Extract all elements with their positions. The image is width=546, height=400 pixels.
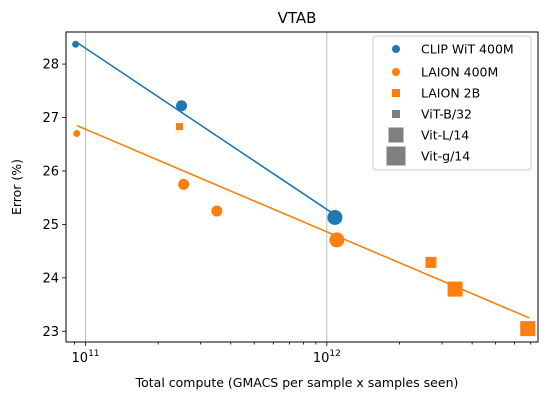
legend: CLIP WiT 400M LAION 400M LAION 2B ViT-B/32 V… <box>372 35 532 171</box>
point-2-1 <box>425 256 437 268</box>
legend-frame <box>372 35 532 171</box>
legend-marker-3 <box>392 110 400 118</box>
legend-marker-5 <box>386 146 406 166</box>
point-2-3 <box>520 321 536 337</box>
point-2-2 <box>447 281 463 297</box>
y-axis-ticks: 23 24 25 26 27 28 <box>42 58 66 340</box>
x-axis-ticks: 1011 1012 <box>72 342 532 366</box>
y-tick-label-5: 28 <box>42 58 59 73</box>
legend-marker-4 <box>388 127 404 143</box>
x-tick-label-1: 1012 <box>313 349 341 366</box>
legend-label-0: CLIP WiT 400M <box>421 42 514 57</box>
y-tick-label-2: 25 <box>42 218 59 233</box>
legend-marker-2 <box>392 89 400 97</box>
point-2-0 <box>175 123 183 131</box>
x-tick-label-0: 1011 <box>72 349 100 366</box>
point-0-1 <box>176 100 188 112</box>
legend-marker-1 <box>392 68 400 76</box>
data-points <box>72 40 536 337</box>
y-axis-label: Error (%) <box>9 159 24 215</box>
legend-label-4: Vit-L/14 <box>421 128 469 143</box>
point-1-1 <box>178 178 190 190</box>
legend-label-3: ViT-B/32 <box>421 107 472 122</box>
chart-title: VTAB <box>278 9 317 27</box>
gridlines <box>85 32 328 342</box>
y-tick-label-3: 26 <box>42 164 59 179</box>
plot-frame <box>65 31 539 343</box>
point-0-2 <box>327 209 343 225</box>
y-tick-label-4: 27 <box>42 111 59 126</box>
point-1-3 <box>329 232 345 248</box>
point-1-0 <box>73 130 81 138</box>
point-1-2 <box>211 205 223 217</box>
legend-marker-0 <box>392 45 400 53</box>
y-tick-label-1: 24 <box>42 271 59 286</box>
y-tick-label-0: 23 <box>42 325 59 340</box>
legend-label-1: LAION 400M <box>421 65 498 80</box>
fit-line-0 <box>75 40 336 216</box>
legend-label-2: LAION 2B <box>421 86 480 101</box>
legend-label-5: Vit-g/14 <box>421 149 470 164</box>
point-0-0 <box>72 40 80 48</box>
x-axis-label: Total compute (GMACS per sample x sample… <box>135 375 459 390</box>
